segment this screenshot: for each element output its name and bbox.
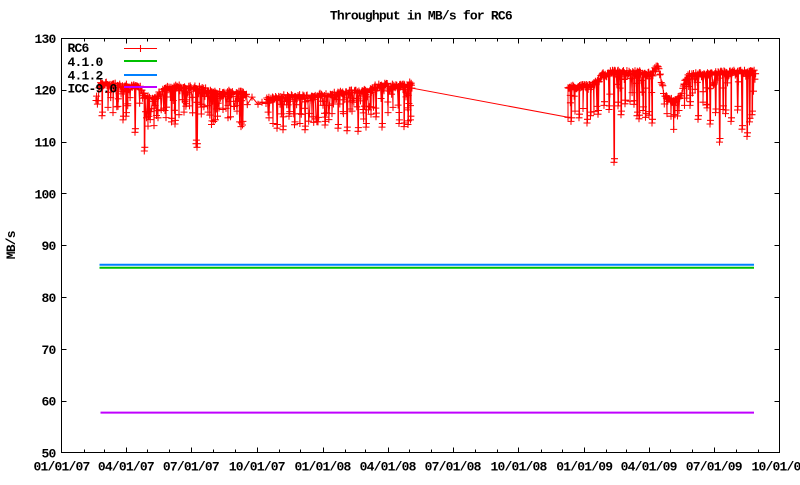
svg-text:01/01/08: 01/01/08 [295, 460, 352, 475]
svg-text:10/01/07: 10/01/07 [229, 460, 285, 475]
svg-text:04/01/08: 04/01/08 [360, 460, 417, 475]
svg-text:100: 100 [34, 187, 56, 202]
svg-text:90: 90 [41, 239, 56, 254]
svg-text:10/01/09: 10/01/09 [751, 460, 800, 475]
svg-text:MB/s: MB/s [4, 230, 19, 259]
svg-text:04/01/07: 04/01/07 [98, 460, 154, 475]
svg-text:RC6: RC6 [68, 41, 90, 56]
svg-text:130: 130 [34, 32, 56, 47]
svg-text:4.1.0: 4.1.0 [68, 55, 104, 70]
svg-text:10/01/08: 10/01/08 [490, 460, 547, 475]
svg-text:01/01/09: 01/01/09 [556, 460, 613, 475]
svg-text:120: 120 [34, 84, 56, 99]
svg-text:80: 80 [41, 291, 56, 306]
svg-text:01/01/07: 01/01/07 [33, 460, 89, 475]
svg-text:50: 50 [41, 446, 56, 461]
svg-text:110: 110 [34, 136, 56, 151]
svg-text:Throughput in MB/s for RC6: Throughput in MB/s for RC6 [330, 9, 513, 24]
svg-text:4.1.2: 4.1.2 [68, 68, 104, 83]
svg-text:ICC-9.0: ICC-9.0 [68, 81, 118, 96]
svg-text:70: 70 [41, 343, 56, 358]
svg-text:07/01/07: 07/01/07 [163, 460, 219, 475]
svg-text:60: 60 [41, 395, 56, 410]
svg-text:07/01/09: 07/01/09 [686, 460, 743, 475]
svg-text:07/01/08: 07/01/08 [425, 460, 482, 475]
svg-text:04/01/09: 04/01/09 [621, 460, 678, 475]
